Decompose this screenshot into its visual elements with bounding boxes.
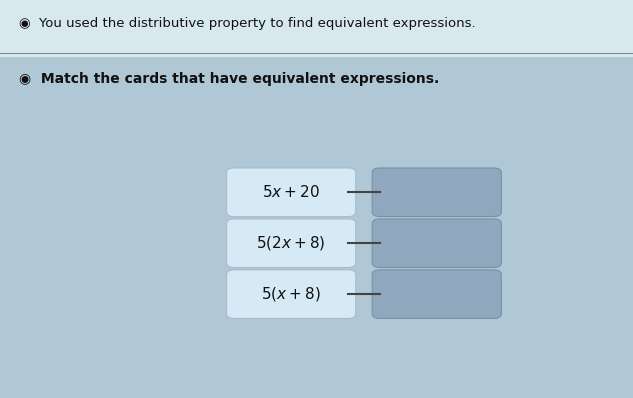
FancyBboxPatch shape [227,270,356,318]
FancyBboxPatch shape [227,168,356,217]
FancyBboxPatch shape [372,168,501,217]
FancyBboxPatch shape [227,219,356,267]
FancyBboxPatch shape [0,0,633,57]
Text: $5(2x + 8)$: $5(2x + 8)$ [256,234,326,252]
FancyBboxPatch shape [372,219,501,267]
Text: $5(x + 8)$: $5(x + 8)$ [261,285,321,303]
Text: ◉  You used the distributive property to find equivalent expressions.: ◉ You used the distributive property to … [19,17,475,30]
Text: ◉  Match the cards that have equivalent expressions.: ◉ Match the cards that have equivalent e… [19,72,439,86]
FancyBboxPatch shape [372,270,501,318]
Text: $5x + 20$: $5x + 20$ [262,184,320,200]
